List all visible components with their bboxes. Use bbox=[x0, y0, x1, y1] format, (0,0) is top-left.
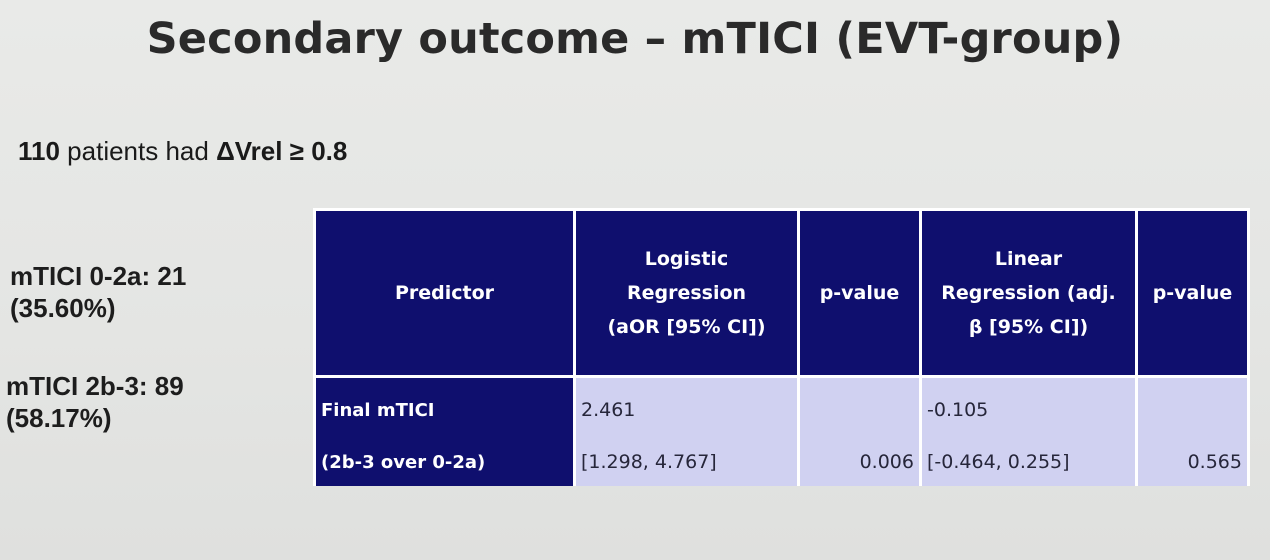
header-logistic-regression: Logistic Regression (aOR [95% CI]) bbox=[573, 208, 800, 378]
header-p-value-logistic: p-value bbox=[797, 208, 922, 378]
logistic-p-value: 0.006 bbox=[797, 434, 922, 486]
header-linear-line3: β [95% CI]) bbox=[968, 316, 1089, 338]
header-predictor: Predictor bbox=[313, 208, 576, 378]
logistic-estimate: 2.461 bbox=[573, 376, 800, 434]
header-logistic-line3: (aOR [95% CI]) bbox=[607, 316, 766, 338]
group-stat-mtici-0-2a: mTICI 0-2a: 21 (35.60%) bbox=[10, 260, 186, 324]
table-row: Final mTICI 2.461 -0.105 bbox=[313, 376, 1250, 434]
patients-count: 110 bbox=[18, 136, 60, 166]
threshold-text: ΔVrel ≥ 0.8 bbox=[216, 136, 348, 166]
group-stat-percent: (35.60%) bbox=[10, 293, 116, 323]
group-stat-percent: (58.17%) bbox=[6, 403, 112, 433]
slide-title: Secondary outcome – mTICI (EVT-group) bbox=[146, 14, 1124, 64]
header-linear-regression: Linear Regression (adj. β [95% CI]) bbox=[919, 208, 1138, 378]
linear-p-value: 0.565 bbox=[1135, 434, 1250, 486]
header-linear-line1: Linear bbox=[994, 248, 1063, 270]
header-linear-line2: Regression (adj. bbox=[941, 282, 1116, 304]
predictor-comparison: (2b-3 over 0-2a) bbox=[313, 434, 576, 486]
logistic-p-empty bbox=[797, 376, 922, 434]
linear-ci: [-0.464, 0.255] bbox=[919, 434, 1138, 486]
header-logistic-line1: Logistic bbox=[644, 248, 729, 270]
table-header-row: Predictor Logistic Regression (aOR [95% … bbox=[313, 208, 1250, 378]
logistic-ci: [1.298, 4.767] bbox=[573, 434, 800, 486]
predictor-name: Final mTICI bbox=[313, 376, 576, 434]
group-stat-mtici-2b-3: mTICI 2b-3: 89 (58.17%) bbox=[6, 370, 184, 434]
linear-estimate: -0.105 bbox=[919, 376, 1138, 434]
linear-p-empty bbox=[1135, 376, 1250, 434]
patients-text: patients had bbox=[59, 136, 217, 166]
header-p-value-linear: p-value bbox=[1135, 208, 1250, 378]
patients-summary: 110 patients had ΔVrel ≥ 0.8 bbox=[18, 136, 347, 167]
header-logistic-line2: Regression bbox=[626, 282, 747, 304]
table-row: (2b-3 over 0-2a) [1.298, 4.767] 0.006 [-… bbox=[313, 434, 1250, 486]
group-stat-label: mTICI 0-2a: 21 bbox=[10, 261, 187, 291]
group-stat-label: mTICI 2b-3: 89 bbox=[6, 371, 184, 401]
regression-results-table: Predictor Logistic Regression (aOR [95% … bbox=[313, 208, 1250, 486]
